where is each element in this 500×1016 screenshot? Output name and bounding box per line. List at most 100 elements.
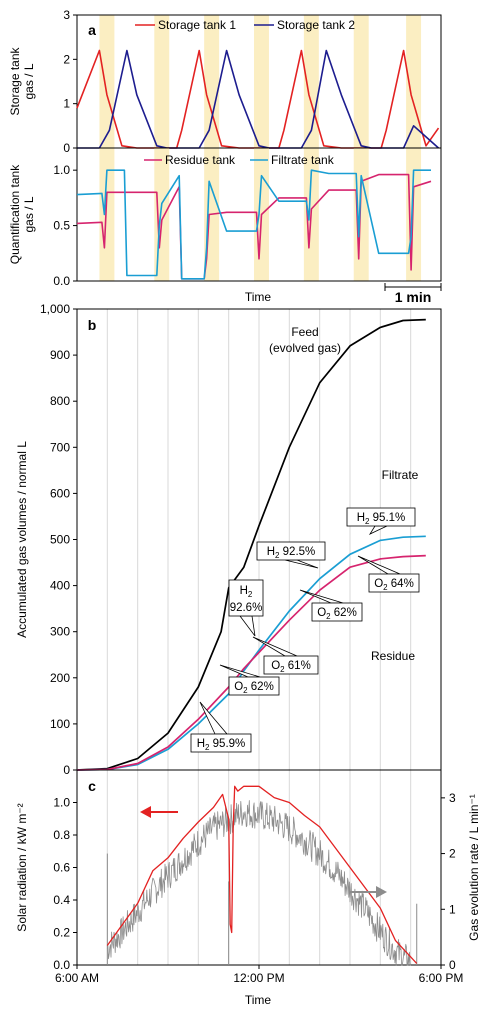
y-axis-label: Accumulated gas volumes / normal L [15, 441, 29, 638]
callout-box [311, 602, 363, 622]
callout-text: O2 62% [234, 681, 274, 695]
panel-label: b [88, 317, 97, 333]
x-tick-label: 12:00 PM [233, 971, 284, 985]
annotation-callout: O2 62% [299, 589, 363, 622]
panel-label: c [88, 778, 96, 794]
callout-box [256, 541, 326, 561]
callout-pointer [284, 559, 319, 569]
y2-axis-label: Gas evolution rate / L min⁻¹ [467, 794, 481, 941]
gas-axis-arrowhead [376, 886, 387, 898]
legend-label: Filtrate tank [271, 153, 335, 167]
series-line [76, 169, 431, 280]
x-axis-label: Time [245, 993, 272, 1007]
y-tick-label: 0 [63, 141, 70, 155]
active-band [99, 15, 115, 148]
y-axis-label: Storage tankgas / L [8, 46, 36, 115]
y-tick-label: 600 [50, 486, 70, 500]
callout-text: H2 [240, 585, 253, 599]
annotation-callout: O2 61% [252, 636, 319, 675]
y-tick-label: 400 [50, 579, 70, 593]
y-tick-label: 1.0 [53, 163, 70, 177]
annotation-callout: O2 62% [219, 664, 280, 696]
series-label-residue: Residue [371, 649, 415, 663]
y-tick-label: 1.0 [53, 796, 70, 810]
series-line-gas [106, 800, 411, 966]
y-tick-label: 1 [63, 97, 70, 111]
y-tick-label: 0.0 [53, 958, 70, 972]
panel-a-storage: 0 1 2 3 Storage tank 1 Storage tank 2 a Storage… [8, 8, 442, 155]
y-tick-label: 0.6 [53, 861, 70, 875]
callout-box [228, 579, 264, 617]
callout-pointer [252, 636, 298, 657]
callout-text: H2 95.1% [357, 512, 406, 526]
y-tick-label: 0 [63, 763, 70, 777]
legend-label: Storage tank 2 [277, 18, 355, 32]
y-tick-label: 300 [50, 625, 70, 639]
y2-tick-label: 0 [449, 958, 456, 972]
solar-axis-arrowhead [140, 806, 151, 818]
callout-text: H2 95.9% [197, 738, 246, 752]
panel-label: a [88, 22, 96, 38]
y-axis-label: Solar radiation / kW m⁻² [15, 803, 29, 931]
callout-pointer [299, 589, 344, 604]
active-band [204, 15, 220, 148]
y-tick-label: 0.8 [53, 828, 70, 842]
y2-tick-label: 1 [449, 902, 456, 916]
series-label-filtrate: Filtrate [382, 468, 419, 482]
y-tick-label: 0.2 [53, 926, 70, 940]
callout-box [228, 676, 280, 696]
active-band [154, 15, 170, 148]
y-tick-label: 700 [50, 440, 70, 454]
active-band [99, 148, 115, 281]
x-tick-label: 6:00 PM [419, 971, 464, 985]
callout-box [368, 573, 420, 593]
callout-box [190, 733, 252, 753]
callout-pointer [368, 525, 388, 535]
annotation-callout: H2 95.9% [190, 701, 252, 753]
active-band [353, 148, 369, 281]
y-tick-label: 0.4 [53, 893, 70, 907]
y-tick-label: 2 [63, 52, 70, 66]
y-tick-label: 200 [50, 671, 70, 685]
x-tick-label: 6:00 AM [55, 971, 99, 985]
plot-frame [76, 147, 442, 282]
scale-label: 1 min [395, 289, 432, 305]
active-band [353, 15, 369, 148]
series-line [76, 318, 426, 771]
y-tick-label: 1,000 [40, 302, 70, 316]
y2-tick-label: 3 [449, 791, 456, 805]
annotation-callout: H2 92.5% [256, 541, 326, 569]
y-axis-label: Quantification tankgas / L [8, 164, 36, 264]
annotation-callout: O2 64% [357, 555, 420, 593]
annotation-callout: H2 95.1% [346, 507, 416, 535]
series-line-solar [106, 785, 418, 964]
series-label-feed: Feed [291, 325, 318, 339]
y-tick-label: 0.0 [53, 274, 70, 288]
active-band [406, 148, 422, 281]
active-band [254, 15, 269, 148]
series-label-feed-sub: (evolved gas) [269, 341, 341, 355]
legend-label: Storage tank 1 [158, 18, 236, 32]
callout-pointer [239, 615, 256, 637]
y-tick-label: 0.5 [53, 219, 70, 233]
callout-text: O2 62% [317, 607, 357, 621]
y-tick-label: 500 [50, 533, 70, 547]
series-line [76, 173, 432, 280]
callout-text: H2 92.5% [267, 546, 316, 560]
x-axis-label: Time [245, 290, 272, 304]
callout-text: O2 64% [374, 578, 414, 592]
panel-a-quantification: 0.0 0.5 1.0 Residue tank Filtrate tank Time 1 … [8, 147, 442, 305]
y2-tick-label: 2 [449, 847, 456, 861]
callout-box [346, 507, 416, 527]
series-line [76, 554, 426, 771]
annotation-callout: H2 92.6% [228, 579, 264, 637]
y-tick-label: 100 [50, 717, 70, 731]
legend-label: Residue tank [165, 153, 236, 167]
callout-text: O2 61% [271, 660, 311, 674]
y-tick-label: 800 [50, 394, 70, 408]
panel-c-solar: 0.0 0.2 0.4 0.6 0.8 1.0 0 1 2 3 6:00 AM 12:00 PM 6:0… [15, 769, 481, 1007]
callout-box [263, 655, 319, 675]
y-tick-label: 900 [50, 348, 70, 362]
callout-text-line2: 92.6% [230, 602, 263, 614]
